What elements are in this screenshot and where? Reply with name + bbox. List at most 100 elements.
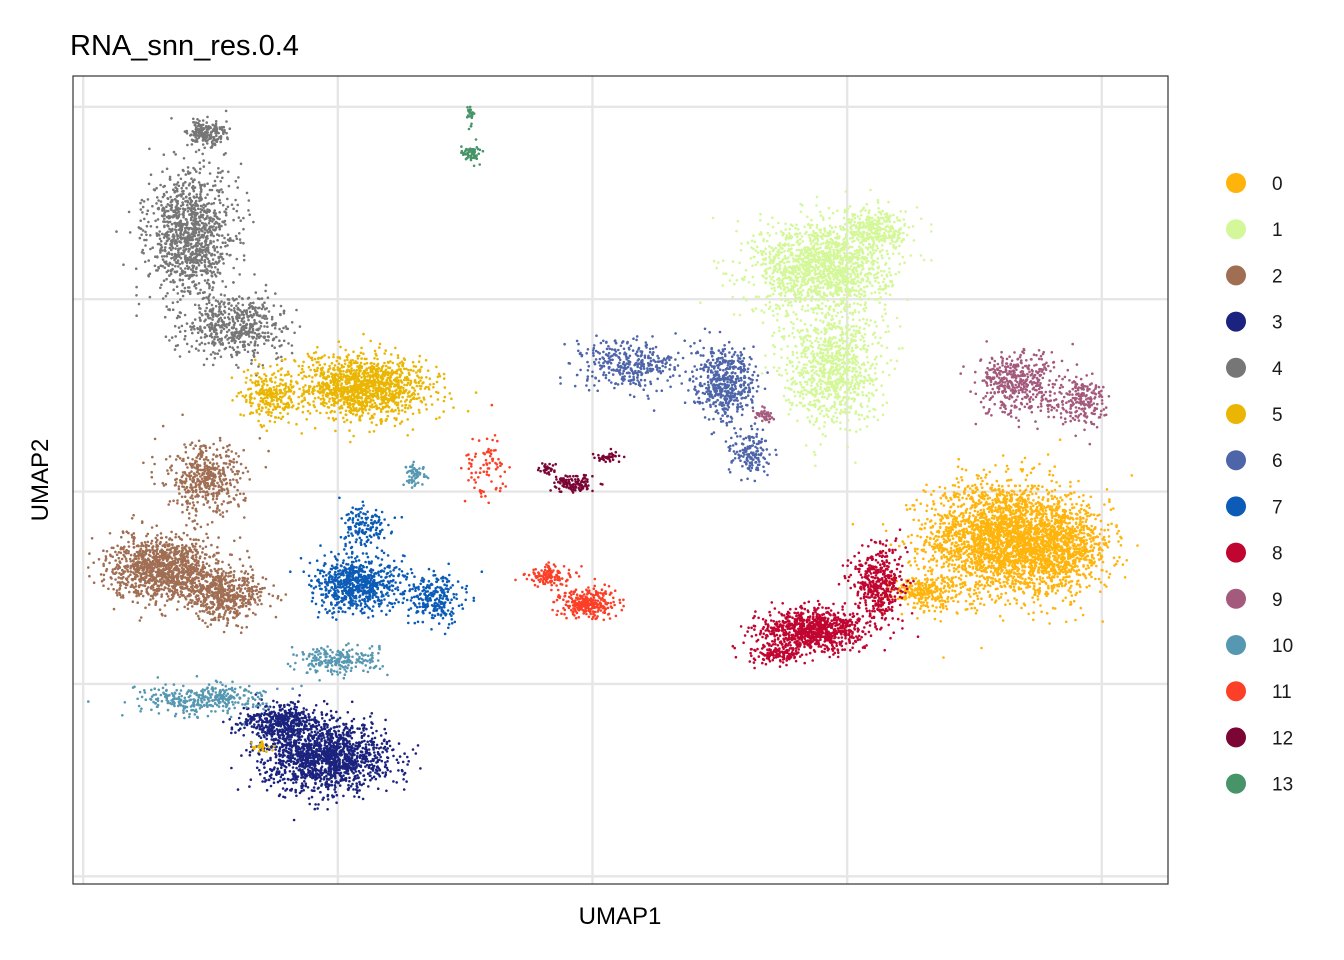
data-point [987,564,991,568]
data-point [883,287,886,291]
data-point [740,242,743,245]
data-point [1054,537,1058,541]
data-point [920,597,923,601]
data-point [1082,528,1085,532]
data-point [1015,560,1018,564]
data-point [1029,521,1033,524]
data-point [1058,527,1061,530]
data-point [1119,544,1123,547]
data-point [1052,568,1055,572]
data-point [1088,537,1092,541]
data-point [803,260,807,264]
data-point [991,581,995,584]
data-point [804,232,807,235]
data-point [922,589,926,593]
data-point [848,303,852,307]
data-point [1021,509,1025,512]
data-point [884,292,888,295]
data-point [1057,533,1061,536]
data-point [772,268,776,271]
data-point [1009,553,1012,556]
data-point [957,576,961,580]
data-point [903,586,906,590]
data-point [891,284,894,288]
data-point [994,535,997,538]
data-point [818,210,822,214]
data-point [997,488,1000,491]
data-point [980,516,984,519]
data-point [989,570,993,573]
data-point [783,249,786,253]
data-point [990,489,994,492]
data-point [917,519,921,522]
data-point [796,288,800,291]
data-point [858,253,861,257]
data-point [946,526,949,530]
data-point [1020,606,1023,610]
data-point [924,599,927,602]
data-point [768,250,772,254]
data-point [876,298,880,301]
data-point [1064,493,1067,497]
data-point [1105,570,1108,573]
data-point [1029,490,1032,494]
data-point [834,304,837,308]
data-point [770,246,773,250]
data-point [952,549,956,552]
data-point [869,251,872,254]
data-point [939,496,943,500]
data-point [796,272,799,276]
data-point [936,546,940,550]
data-point [857,284,861,288]
data-point [1039,558,1042,561]
data-point [1001,568,1004,572]
data-point [1096,535,1100,539]
data-point [799,285,802,289]
data-point [796,233,799,236]
data-point [1005,464,1009,468]
data-point [816,306,820,309]
data-point [822,272,825,276]
data-point [969,487,972,490]
data-point [1040,562,1043,566]
data-point [918,527,922,530]
data-point [859,271,863,274]
data-point [1005,497,1009,501]
data-point [786,286,789,289]
data-point [865,202,869,206]
data-point [1001,619,1005,622]
data-point [994,521,997,525]
data-point [1045,517,1049,521]
data-point [1028,576,1031,580]
data-point [1039,604,1042,607]
data-point [784,222,787,226]
data-point [1050,538,1054,542]
data-point [793,233,797,236]
data-point [845,305,848,308]
data-point [1031,547,1034,551]
data-point [1068,517,1072,521]
data-point [769,258,772,261]
data-point [929,578,933,582]
data-point [958,546,962,550]
data-point [1037,496,1040,499]
data-point [980,558,983,562]
data-point [1078,547,1082,551]
data-point [1003,526,1006,530]
data-point [943,521,946,525]
data-point [957,481,960,484]
data-point [853,293,856,296]
data-point [791,268,795,271]
data-point [1088,514,1091,518]
data-point [960,543,963,546]
data-point [866,246,870,250]
data-point [781,284,785,288]
data-point [795,223,798,227]
data-point [761,321,765,325]
data-point [814,307,817,310]
data-point [1085,548,1088,551]
data-point [1027,523,1031,527]
data-point [812,253,816,256]
data-point [949,496,952,500]
data-point [924,490,927,494]
